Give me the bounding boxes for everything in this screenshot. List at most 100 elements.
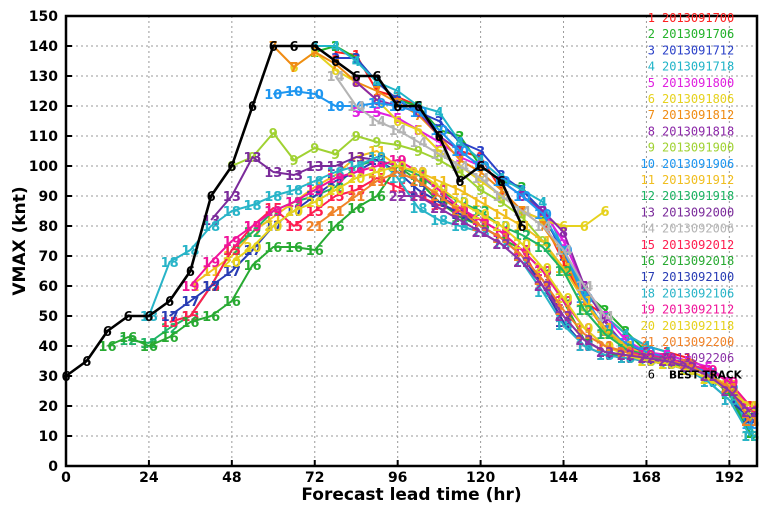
series-point: 17 — [202, 280, 220, 295]
series-point: 4 — [435, 106, 444, 121]
series-point: 11 — [223, 250, 241, 265]
series-point: 10 — [347, 100, 365, 115]
series-point: 10 — [596, 322, 614, 337]
series-point: 6 — [103, 325, 112, 340]
series-point: 8 — [414, 106, 423, 121]
series-point: 6 — [124, 310, 133, 325]
series-point: 6 — [455, 175, 464, 190]
series-point: 20 — [223, 256, 241, 271]
series-point: 10 — [389, 100, 407, 115]
legend-number: 16 — [641, 254, 655, 268]
series-point: 20 — [244, 241, 262, 256]
series-point: 12 — [554, 265, 572, 280]
series-point: 7 — [497, 184, 506, 199]
series-point: 5 — [725, 376, 734, 391]
series-point: 21 — [492, 232, 510, 247]
series-point: 15 — [306, 205, 324, 220]
series-point: 6 — [559, 220, 568, 235]
series-point: 6 — [600, 205, 609, 220]
series-point: 18 — [264, 190, 282, 205]
series-point: 4 — [621, 328, 630, 343]
series-point: 11 — [492, 208, 510, 223]
series-point: 7 — [331, 58, 340, 73]
series-point: 20 — [492, 220, 510, 235]
series-point: 6 — [414, 124, 423, 139]
legend-number: 17 — [641, 270, 655, 284]
series-point: 1 — [518, 205, 527, 220]
series-point: 3 — [746, 418, 755, 433]
series-point: 21 — [658, 355, 676, 370]
series-point: 20 — [409, 166, 427, 181]
series-point: 16 — [306, 244, 324, 259]
legend-label: 2013092012 — [662, 238, 734, 252]
series-point: 19 — [202, 256, 220, 271]
series-point: 21 — [575, 328, 593, 343]
series-point: 3 — [435, 115, 444, 130]
series-point: 20 — [700, 373, 718, 388]
series-point: 22 — [658, 355, 676, 370]
series-point: 13 — [347, 151, 365, 166]
series-point: 16 — [244, 259, 262, 274]
series-point: 7 — [683, 358, 692, 373]
series-point: 6 — [248, 100, 257, 115]
series-point: 6 — [207, 190, 216, 205]
series-point: 22 — [409, 190, 427, 205]
series-point: 19 — [223, 235, 241, 250]
series-point: 22 — [741, 406, 759, 421]
series-point: 22 — [596, 346, 614, 361]
series-point: 5 — [600, 310, 609, 325]
series-point: 4 — [393, 85, 402, 100]
series-point: 21 — [637, 352, 655, 367]
series-point: 9 — [600, 328, 609, 343]
y-tick-label: 50 — [39, 309, 59, 325]
series-point: 3 — [455, 136, 464, 151]
series-point: 6 — [352, 70, 361, 85]
series-point: 19 — [264, 205, 282, 220]
series-point: 18 — [223, 205, 241, 220]
y-tick-label: 140 — [29, 39, 58, 55]
series-point: 4 — [663, 346, 672, 361]
x-tick-label: 72 — [305, 470, 324, 486]
series-point: 3 — [352, 52, 361, 67]
series-point: 6 — [352, 76, 361, 91]
series-point: 16 — [326, 220, 344, 235]
series-point: 12 — [140, 337, 158, 352]
y-tick-label: 30 — [39, 369, 59, 385]
series-point: 19 — [389, 154, 407, 169]
series-point: 18 — [389, 172, 407, 187]
series-point: 9 — [290, 154, 299, 169]
series-point: 8 — [352, 76, 361, 91]
y-tick-label: 0 — [48, 459, 58, 475]
legend-number: 13 — [641, 205, 655, 219]
legend-label: 2013092000 — [662, 205, 734, 219]
series-point: 22 — [700, 370, 718, 385]
series-point: 6 — [393, 100, 402, 115]
series-point: 3 — [393, 94, 402, 109]
series-point: 6 — [497, 175, 506, 190]
series-point: 5 — [663, 349, 672, 364]
series-point: 2 — [683, 358, 692, 373]
series-point: 8 — [538, 205, 547, 220]
series-point: 6 — [372, 70, 381, 85]
series-point: 17 — [389, 166, 407, 181]
series-point: 16 — [347, 202, 365, 217]
series-point: 14 — [554, 244, 572, 259]
y-tick-label: 60 — [39, 279, 59, 295]
series-point: 18 — [409, 202, 427, 217]
series-point: 8 — [600, 316, 609, 331]
legend-label: 2013092018 — [662, 254, 734, 268]
series-point: 1 — [538, 214, 547, 229]
series-point: 1 — [621, 328, 630, 343]
series-point: 13 — [223, 190, 241, 205]
series-point: 5 — [352, 106, 361, 121]
y-tick-label: 130 — [29, 69, 58, 85]
legend-label: 2013091812 — [662, 108, 734, 122]
series-point: 2 — [331, 40, 340, 55]
series-point: 6 — [455, 160, 464, 175]
series-point: 10 — [368, 97, 386, 112]
series-point: 16 — [285, 241, 303, 256]
legend-number: 18 — [641, 286, 655, 300]
series-point: 6 — [497, 190, 506, 205]
